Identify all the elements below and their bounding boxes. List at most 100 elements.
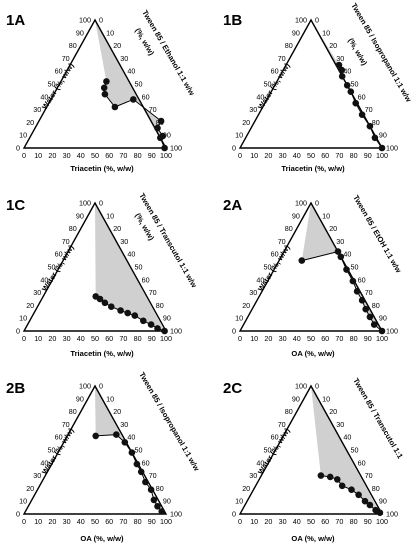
tick-label-water: 50 (264, 263, 272, 272)
data-point (158, 508, 165, 515)
data-point (376, 509, 384, 516)
tick-label-water: 30 (33, 105, 41, 114)
tick-label-water: 20 (26, 118, 34, 127)
tick-label-oil: 80 (134, 517, 142, 526)
tick-label-surfactant: 20 (329, 407, 337, 416)
data-point (334, 248, 342, 255)
data-point (335, 61, 343, 69)
tick-label-oil: 90 (148, 334, 156, 343)
tick-label-oil: 10 (34, 151, 42, 160)
tick-label-oil: 90 (148, 517, 156, 526)
tick-label-water: 0 (232, 144, 236, 153)
tick-label-surfactant: 70 (365, 105, 373, 114)
right-axis-label-2B: Tween 85 / Isopropanol 1:1 w/w (137, 371, 201, 473)
triangle-outline (22, 384, 168, 515)
tick-label-oil: 70 (335, 151, 343, 160)
tick-label-water: 10 (235, 314, 243, 323)
tick-label-surfactant: 20 (329, 224, 337, 233)
data-point (111, 103, 119, 111)
tick-label-water: 0 (16, 327, 20, 336)
tick-label-oil: 70 (119, 334, 127, 343)
tick-label-oil: 60 (105, 334, 113, 343)
tick-label-surfactant: 20 (113, 41, 121, 50)
right-axis-label-2C: Tween 85 / Transcutol 1:1 (351, 377, 405, 461)
data-point (366, 122, 374, 130)
tick-label-water: 40 (40, 458, 48, 467)
tick-label-surfactant: 10 (106, 28, 114, 37)
bottom-axis-label-1B: Triacetin (%, w/w) (281, 164, 345, 173)
tick-label-oil: 80 (350, 151, 358, 160)
data-point (371, 134, 379, 142)
tick-label-water: 20 (26, 301, 34, 310)
tick-label-surfactant: 90 (163, 131, 171, 140)
data-point (343, 82, 351, 89)
panel-label-1C: 1C (6, 197, 25, 214)
tick-label-oil: 50 (307, 334, 315, 343)
tick-label-oil: 0 (22, 334, 26, 343)
tick-label-water: 70 (62, 54, 70, 63)
tick-label-oil: 20 (264, 334, 272, 343)
tick-label-water: 30 (249, 288, 257, 297)
tick-label-oil: 40 (77, 151, 85, 160)
tick-label-oil: 70 (335, 517, 343, 526)
tick-label-water: 30 (33, 288, 41, 297)
tick-label-oil: 100 (160, 517, 172, 526)
tick-label-oil: 60 (321, 151, 329, 160)
tick-label-oil: 100 (160, 151, 172, 160)
tick-label-surfactant: 50 (351, 263, 359, 272)
tick-label-water: 30 (33, 471, 41, 480)
bottom-axis-label-2C: OA (%, w/w) (291, 534, 335, 543)
tick-label-water: 90 (76, 28, 84, 37)
data-point (352, 99, 360, 107)
tick-label-surfactant: 100 (170, 144, 182, 153)
tick-label-water: 10 (235, 131, 243, 140)
tick-label-surfactant: 40 (127, 67, 135, 76)
tick-label-surfactant: 70 (149, 105, 157, 114)
tick-label-oil: 100 (376, 334, 388, 343)
tick-label-oil: 60 (105, 151, 113, 160)
tick-label-surfactant: 20 (113, 407, 121, 416)
tick-label-oil: 60 (105, 517, 113, 526)
tick-label-water: 80 (69, 41, 77, 50)
data-point (131, 312, 139, 319)
data-point (298, 257, 306, 264)
tick-label-surfactant: 60 (142, 92, 150, 101)
data-point (140, 317, 147, 325)
ternary-plot-1C: 0001010102020203030304040405050506060607… (16, 199, 182, 344)
tick-label-oil: 70 (335, 334, 343, 343)
tick-label-surfactant: 0 (315, 16, 319, 25)
tick-label-water: 100 (295, 16, 307, 25)
bottom-axis-label-1C: Triacetin (%, w/w) (70, 349, 134, 358)
tick-label-surfactant: 30 (336, 420, 344, 429)
tick-label-surfactant: 80 (372, 484, 380, 493)
data-point (366, 313, 374, 321)
tick-label-water: 90 (76, 394, 84, 403)
tick-label-water: 0 (232, 327, 236, 336)
tick-label-surfactant: 80 (156, 301, 164, 310)
tick-label-water: 0 (232, 510, 236, 519)
tick-label-water: 40 (40, 275, 48, 284)
right-axis-unit-1B: (%, w/w) (346, 37, 369, 68)
tick-label-oil: 30 (279, 151, 287, 160)
data-point (343, 266, 350, 273)
tick-label-water: 10 (235, 497, 243, 506)
data-point (378, 327, 386, 335)
shaded-region (311, 386, 380, 513)
tick-label-surfactant: 10 (322, 28, 330, 37)
tick-label-water: 20 (242, 118, 250, 127)
tick-label-water: 50 (48, 80, 56, 89)
tick-label-oil: 30 (279, 517, 287, 526)
tick-label-oil: 30 (279, 334, 287, 343)
data-point (362, 305, 370, 313)
tick-label-surfactant: 50 (351, 80, 359, 89)
tick-label-water: 10 (19, 497, 27, 506)
tick-label-surfactant: 30 (336, 237, 344, 246)
tick-label-oil: 20 (48, 334, 56, 343)
tick-label-oil: 90 (364, 517, 372, 526)
tick-label-oil: 80 (134, 151, 142, 160)
tick-label-water: 80 (285, 41, 293, 50)
tick-label-water: 80 (69, 407, 77, 416)
panel-label-2B: 2B (6, 380, 25, 397)
panel-label-2C: 2C (223, 380, 242, 397)
